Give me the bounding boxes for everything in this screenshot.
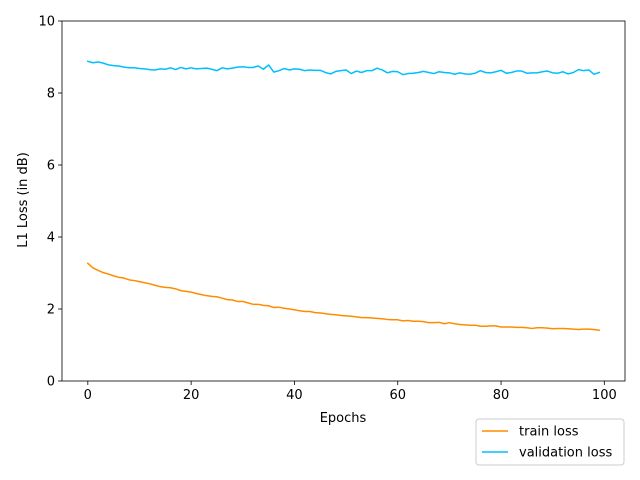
x-axis-ticks: 0 20 40 60 80 100 [84,381,617,403]
legend-label-validation-loss: validation loss [519,446,612,461]
x-axis-label: Epochs [320,411,367,426]
x-tick-label: 60 [389,388,406,403]
y-tick-label: 2 [47,303,55,318]
series-line-train-loss [86,262,601,332]
series-line-validation-loss [86,60,601,76]
y-axis-label: L1 Loss (in dB) [16,152,31,248]
legend-box [475,418,625,466]
y-tick-label: 6 [47,159,55,174]
legend-label-train-loss: train loss [519,425,579,440]
y-axis-ticks: 0 2 4 6 8 10 [38,15,62,390]
axes-frame [61,20,626,382]
x-tick-label: 0 [84,388,92,403]
series-layer [86,60,601,332]
x-tick-label: 20 [183,388,200,403]
legend: train loss validation loss [475,418,625,466]
x-tick-label: 100 [592,388,617,403]
y-tick-label: 0 [47,375,55,390]
x-tick-label: 80 [493,388,510,403]
axes-layer [61,20,626,382]
x-tick-label: 40 [286,388,303,403]
y-tick-label: 4 [47,231,55,246]
y-tick-label: 8 [47,87,55,102]
y-tick-label: 10 [38,15,55,30]
